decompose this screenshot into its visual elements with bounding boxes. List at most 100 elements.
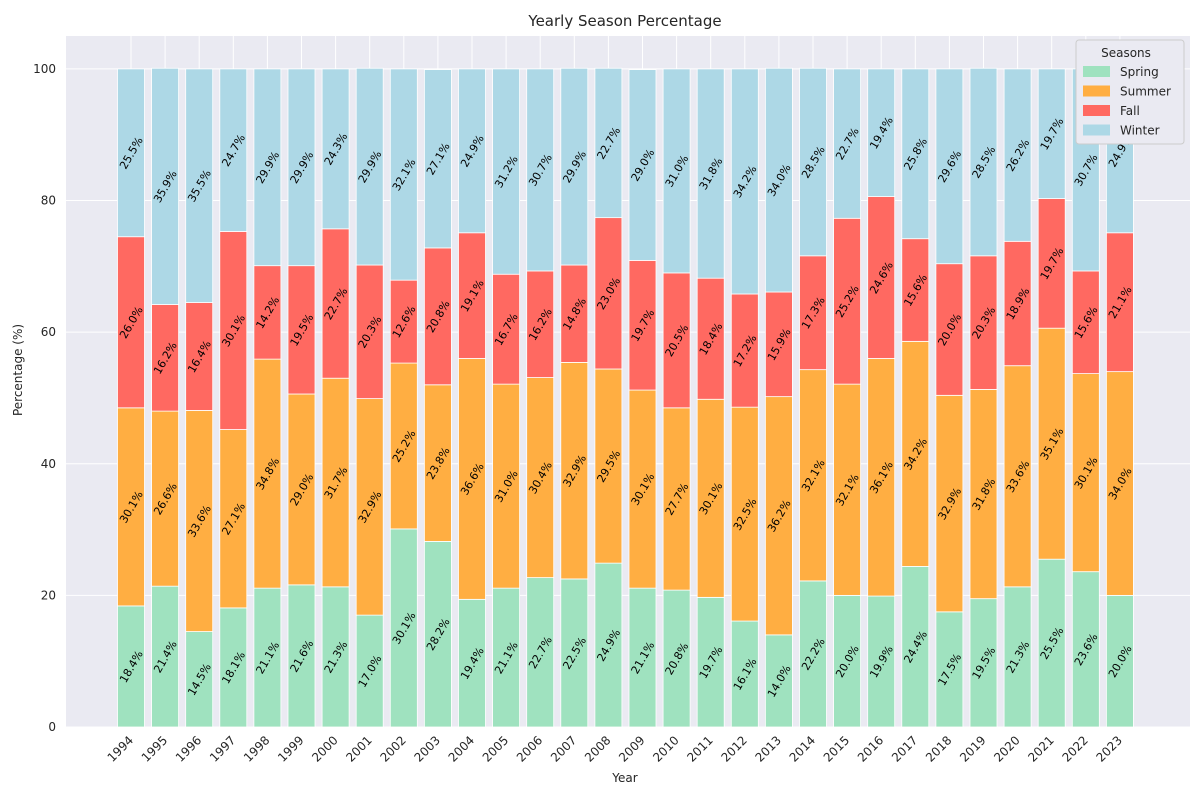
x-tick-label: 2017 (889, 733, 920, 764)
bar-summer-2011 (696, 398, 725, 598)
bar-winter-2010 (662, 68, 691, 274)
x-tick-label: 2020 (991, 733, 1022, 764)
bar-spring-2021 (1037, 558, 1066, 728)
bar-fall-2014 (799, 255, 827, 371)
x-tick-label: 2000 (309, 733, 340, 764)
y-tick-label: 20 (41, 588, 56, 602)
x-tick-label: 1997 (207, 733, 238, 764)
bar-summer-1995 (151, 410, 180, 587)
bar-winter-2002 (389, 68, 418, 281)
x-tick-label: 2021 (1025, 733, 1056, 764)
bar-fall-1997 (219, 231, 248, 430)
bar-spring-2022 (1071, 571, 1100, 728)
bar-summer-2015 (833, 383, 861, 596)
x-tick-label: 2016 (855, 733, 886, 764)
bar-fall-2003 (423, 247, 452, 386)
bar-winter-2007 (560, 67, 589, 266)
bar-fall-2010 (662, 272, 691, 409)
bar-spring-1999 (287, 584, 316, 728)
bar-winter-2016 (867, 68, 896, 197)
legend-swatch-fall (1083, 105, 1110, 116)
bar-fall-1998 (253, 265, 282, 360)
x-tick-label: 2007 (548, 733, 579, 764)
chart-title: Yearly Season Percentage (527, 12, 721, 30)
bar-summer-2005 (492, 383, 521, 589)
bar-summer-2000 (321, 377, 350, 588)
x-tick-label: 1994 (105, 733, 136, 764)
x-tick-label: 1995 (139, 733, 170, 764)
bar-fall-2001 (355, 264, 384, 400)
bar-winter-2005 (492, 68, 521, 275)
bar-spring-2006 (526, 577, 555, 728)
bar-spring-2018 (935, 611, 964, 728)
bar-winter-2004 (458, 68, 486, 234)
bar-winter-2001 (355, 67, 384, 266)
bar-winter-2003 (423, 69, 452, 249)
bar-fall-2017 (901, 238, 930, 342)
bar-summer-2017 (901, 340, 930, 567)
x-tick-label: 2012 (718, 733, 749, 764)
bar-spring-2002 (389, 528, 418, 728)
bar-fall-2008 (594, 217, 623, 370)
bar-winter-2009 (628, 69, 657, 261)
bar-winter-2008 (594, 67, 623, 219)
bar-spring-2016 (867, 595, 896, 728)
bar-fall-2020 (1003, 240, 1032, 367)
bar-spring-2020 (1003, 586, 1032, 728)
bar-spring-2008 (594, 562, 623, 728)
bar-winter-2021 (1037, 68, 1066, 199)
bar-winter-2018 (935, 68, 964, 265)
x-tick-label: 2006 (514, 733, 545, 764)
bar-summer-1998 (253, 358, 282, 589)
bar-spring-2000 (321, 586, 350, 728)
bar-fall-2012 (730, 293, 759, 408)
bar-fall-2016 (867, 196, 896, 359)
bar-spring-2007 (560, 578, 589, 728)
x-tick-label: 2005 (480, 733, 511, 764)
bar-spring-2023 (1106, 594, 1134, 728)
bar-fall-1995 (151, 304, 180, 412)
bar-fall-1996 (185, 302, 214, 411)
y-axis-ticks: 0 20 40 60 80 100 (33, 62, 56, 734)
y-tick-label: 80 (41, 194, 56, 208)
bar-summer-2014 (799, 369, 827, 582)
bar-winter-1995 (151, 67, 180, 305)
bar-winter-2012 (730, 68, 759, 295)
bar-summer-2010 (662, 407, 691, 591)
bar-spring-2014 (799, 580, 827, 728)
bar-spring-2013 (765, 634, 793, 728)
legend-swatch-spring (1083, 66, 1110, 77)
x-tick-label: 1999 (275, 733, 306, 764)
bar-winter-1996 (185, 68, 214, 303)
bar-winter-2006 (526, 68, 555, 272)
legend-label: Summer (1120, 85, 1171, 99)
bar-spring-2017 (901, 566, 930, 728)
bar-winter-1994 (117, 68, 145, 238)
bar-spring-1996 (185, 631, 214, 728)
bar-summer-2021 (1037, 327, 1066, 560)
y-tick-label: 40 (41, 457, 56, 471)
x-tick-label: 2001 (343, 733, 374, 764)
bar-summer-2020 (1003, 365, 1032, 588)
x-tick-label: 1998 (241, 733, 272, 764)
bar-summer-2006 (526, 377, 555, 579)
bar-spring-2001 (355, 614, 384, 728)
x-axis-label: Year (611, 771, 637, 785)
x-tick-label: 2008 (582, 733, 613, 764)
legend-label: Winter (1120, 124, 1160, 138)
bar-fall-2006 (526, 270, 555, 378)
bar-winter-2011 (696, 68, 725, 279)
bar-fall-2011 (696, 277, 725, 400)
y-axis-label: Percentage (%) (11, 324, 25, 416)
bar-summer-2018 (935, 394, 964, 613)
bars (117, 67, 1134, 728)
bar-winter-2013 (765, 67, 793, 293)
bar-summer-2013 (765, 396, 793, 636)
bar-fall-1994 (117, 236, 145, 409)
legend-label: Spring (1120, 65, 1159, 79)
bar-spring-2010 (662, 589, 691, 728)
bar-winter-2019 (969, 67, 998, 257)
bar-winter-1999 (287, 68, 316, 267)
x-tick-label: 2019 (957, 733, 988, 764)
